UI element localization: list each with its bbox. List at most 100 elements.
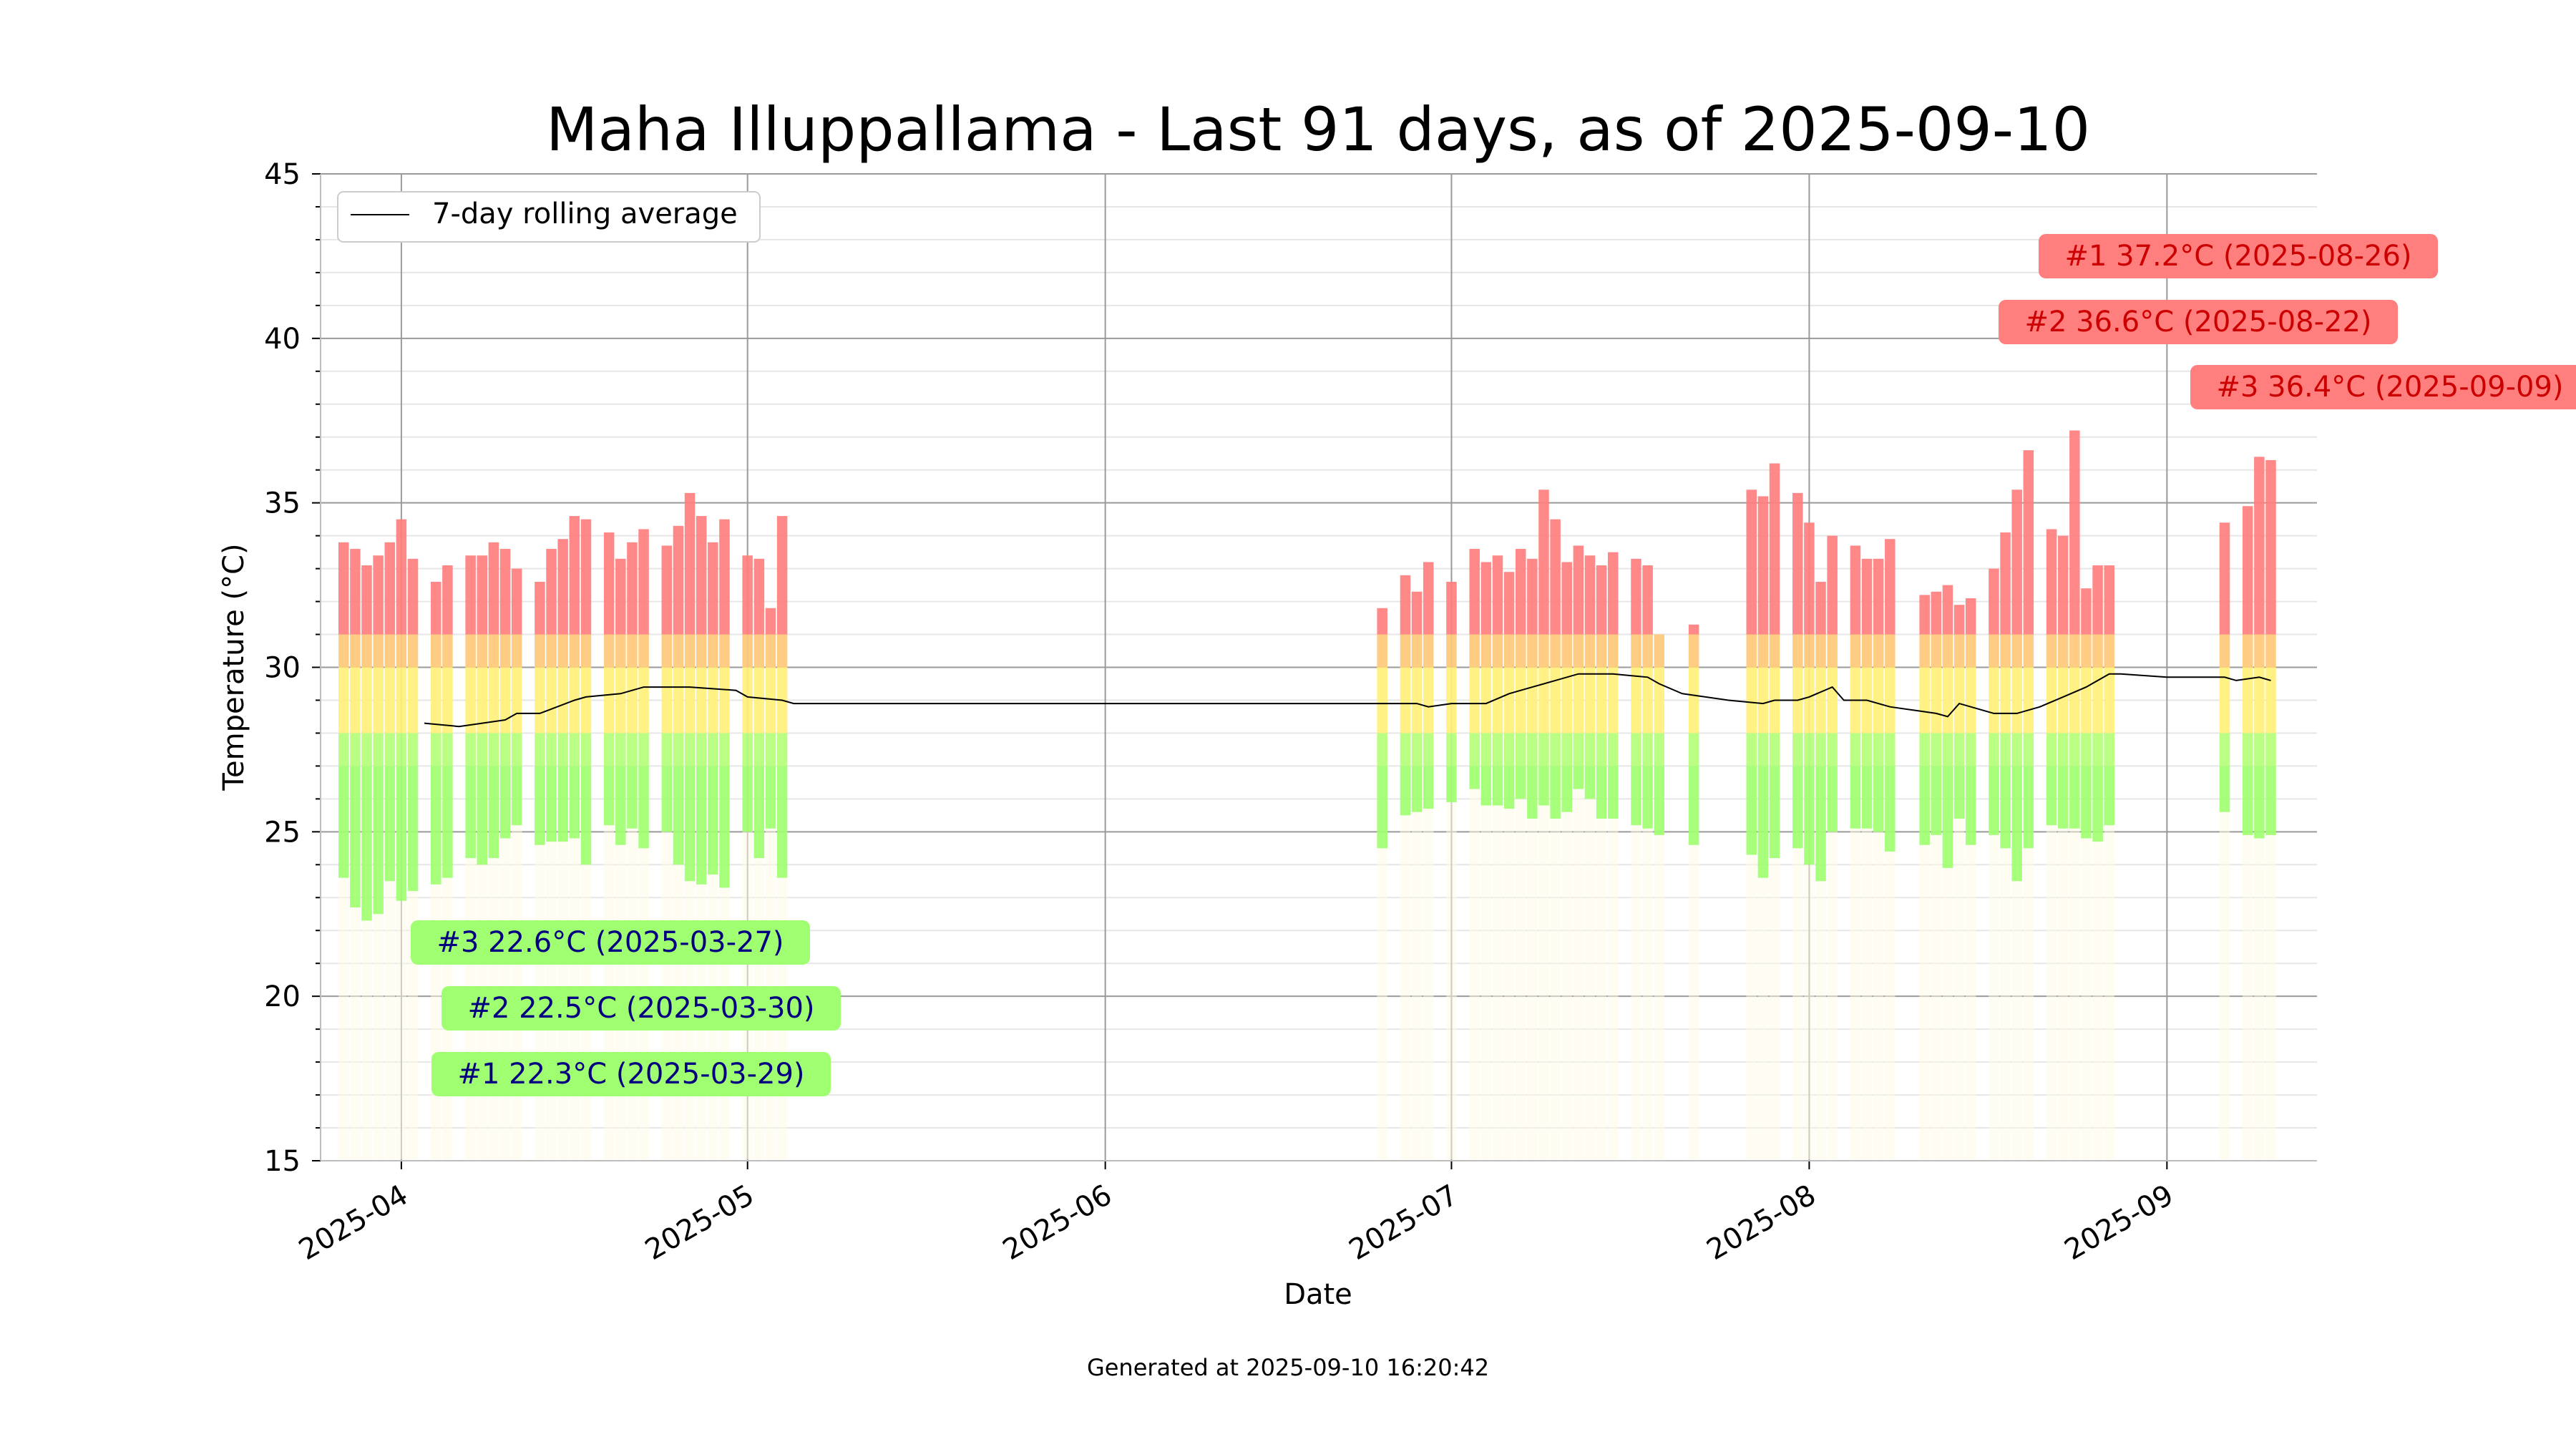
- bar-segment: [1942, 766, 1953, 868]
- bar-stem: [1561, 812, 1572, 1159]
- bar-segment: [1377, 608, 1387, 635]
- bar-segment: [1607, 552, 1619, 635]
- bar-segment: [1492, 555, 1503, 635]
- daily-range-bar: [338, 542, 349, 1159]
- bar-segment: [1561, 667, 1572, 734]
- bar-segment: [2023, 667, 2034, 734]
- bar-segment: [1607, 766, 1619, 819]
- daily-range-bar: [2092, 565, 2103, 1159]
- daily-range-bar: [2057, 535, 2069, 1159]
- bar-segment: [1515, 733, 1526, 766]
- bar-segment: [1989, 766, 1999, 835]
- bar-stem: [2092, 842, 2103, 1159]
- bar-segment: [1480, 562, 1492, 635]
- bar-segment: [350, 766, 361, 908]
- bar-segment: [407, 634, 419, 668]
- bar-segment: [2023, 733, 2034, 766]
- bar-stem: [1769, 858, 1780, 1159]
- legend-box: [337, 191, 761, 243]
- bar-segment: [1953, 605, 1965, 635]
- bar-segment: [1688, 766, 1699, 845]
- bar-stem: [384, 881, 396, 1159]
- bar-segment: [1527, 558, 1538, 635]
- bar-segment: [499, 733, 511, 766]
- bar-segment: [2081, 634, 2092, 668]
- daily-range-bar: [1953, 605, 1965, 1159]
- bar-segment: [1469, 733, 1480, 766]
- daily-range-bar: [2104, 565, 2114, 1159]
- bar-segment: [407, 733, 419, 766]
- daily-range-bar: [2046, 529, 2057, 1159]
- bar-segment: [1792, 492, 1803, 635]
- bar-segment: [2046, 529, 2057, 635]
- bar-segment: [1815, 634, 1826, 668]
- bar-stem: [2219, 812, 2230, 1159]
- bar-segment: [431, 634, 441, 668]
- bar-segment: [1931, 591, 1942, 635]
- daily-range-bar: [1815, 581, 1826, 1159]
- bar-segment: [776, 766, 788, 878]
- bar-segment: [661, 766, 673, 832]
- daily-range-bar: [373, 555, 384, 1159]
- annotation-label: #2 36.6°C (2025-08-22): [2024, 306, 2371, 338]
- bar-segment: [396, 519, 407, 635]
- daily-range-bar: [1965, 598, 1976, 1159]
- bar-segment: [1688, 634, 1699, 668]
- bar-segment: [1815, 581, 1826, 635]
- bar-segment: [535, 766, 545, 845]
- bar-segment: [1804, 667, 1815, 734]
- bar-stem: [1480, 805, 1492, 1159]
- bar-segment: [1377, 766, 1387, 849]
- bar-segment: [1942, 634, 1953, 668]
- daily-range-bar: [1850, 545, 1861, 1159]
- bar-segment: [753, 733, 765, 766]
- bar-segment: [603, 634, 615, 668]
- bar-segment: [1561, 562, 1572, 635]
- bar-segment: [1965, 634, 1976, 668]
- bar-segment: [673, 667, 684, 734]
- bar-segment: [684, 667, 696, 734]
- bar-segment: [1503, 766, 1515, 809]
- bar-segment: [1469, 667, 1480, 734]
- bar-segment: [1584, 766, 1596, 799]
- bar-segment: [569, 766, 580, 839]
- bar-segment: [1503, 572, 1515, 635]
- bar-segment: [684, 634, 696, 668]
- bar-segment: [603, 532, 615, 635]
- bar-segment: [546, 549, 557, 635]
- bar-segment: [753, 766, 765, 859]
- bar-stem: [338, 877, 349, 1159]
- rolling-average-layer: [424, 673, 2271, 728]
- bar-segment: [535, 581, 545, 635]
- bar-segment: [361, 766, 372, 921]
- bar-segment: [765, 733, 776, 766]
- bar-segment: [1953, 733, 1965, 766]
- bar-segment: [1584, 634, 1596, 668]
- bar-segment: [1607, 733, 1619, 766]
- bar-segment: [719, 634, 730, 668]
- bar-segment: [696, 766, 707, 885]
- bar-segment: [1400, 634, 1411, 668]
- bar-stem: [2242, 834, 2253, 1159]
- bar-segment: [2011, 667, 2022, 734]
- annotation-label: #3 36.4°C (2025-09-09): [2216, 371, 2563, 404]
- bar-segment: [742, 733, 753, 766]
- bar-segment: [488, 766, 499, 859]
- bar-segment: [673, 766, 684, 865]
- bar-segment: [1596, 766, 1607, 819]
- bar-stem: [2000, 848, 2011, 1159]
- bar-segment: [2254, 634, 2265, 668]
- bar-segment: [708, 766, 718, 875]
- bar-segment: [1515, 549, 1526, 635]
- bar-stem: [1469, 789, 1480, 1159]
- daily-range-bar: [1642, 565, 1653, 1159]
- bar-segment: [1942, 667, 1953, 734]
- bar-segment: [1746, 489, 1757, 635]
- bar-segment: [1746, 733, 1757, 766]
- bar-segment: [442, 733, 453, 766]
- bar-segment: [684, 766, 696, 882]
- bar-segment: [2000, 634, 2011, 668]
- bar-segment: [2000, 733, 2011, 766]
- bar-segment: [396, 667, 407, 734]
- daily-range-bar: [1631, 558, 1641, 1159]
